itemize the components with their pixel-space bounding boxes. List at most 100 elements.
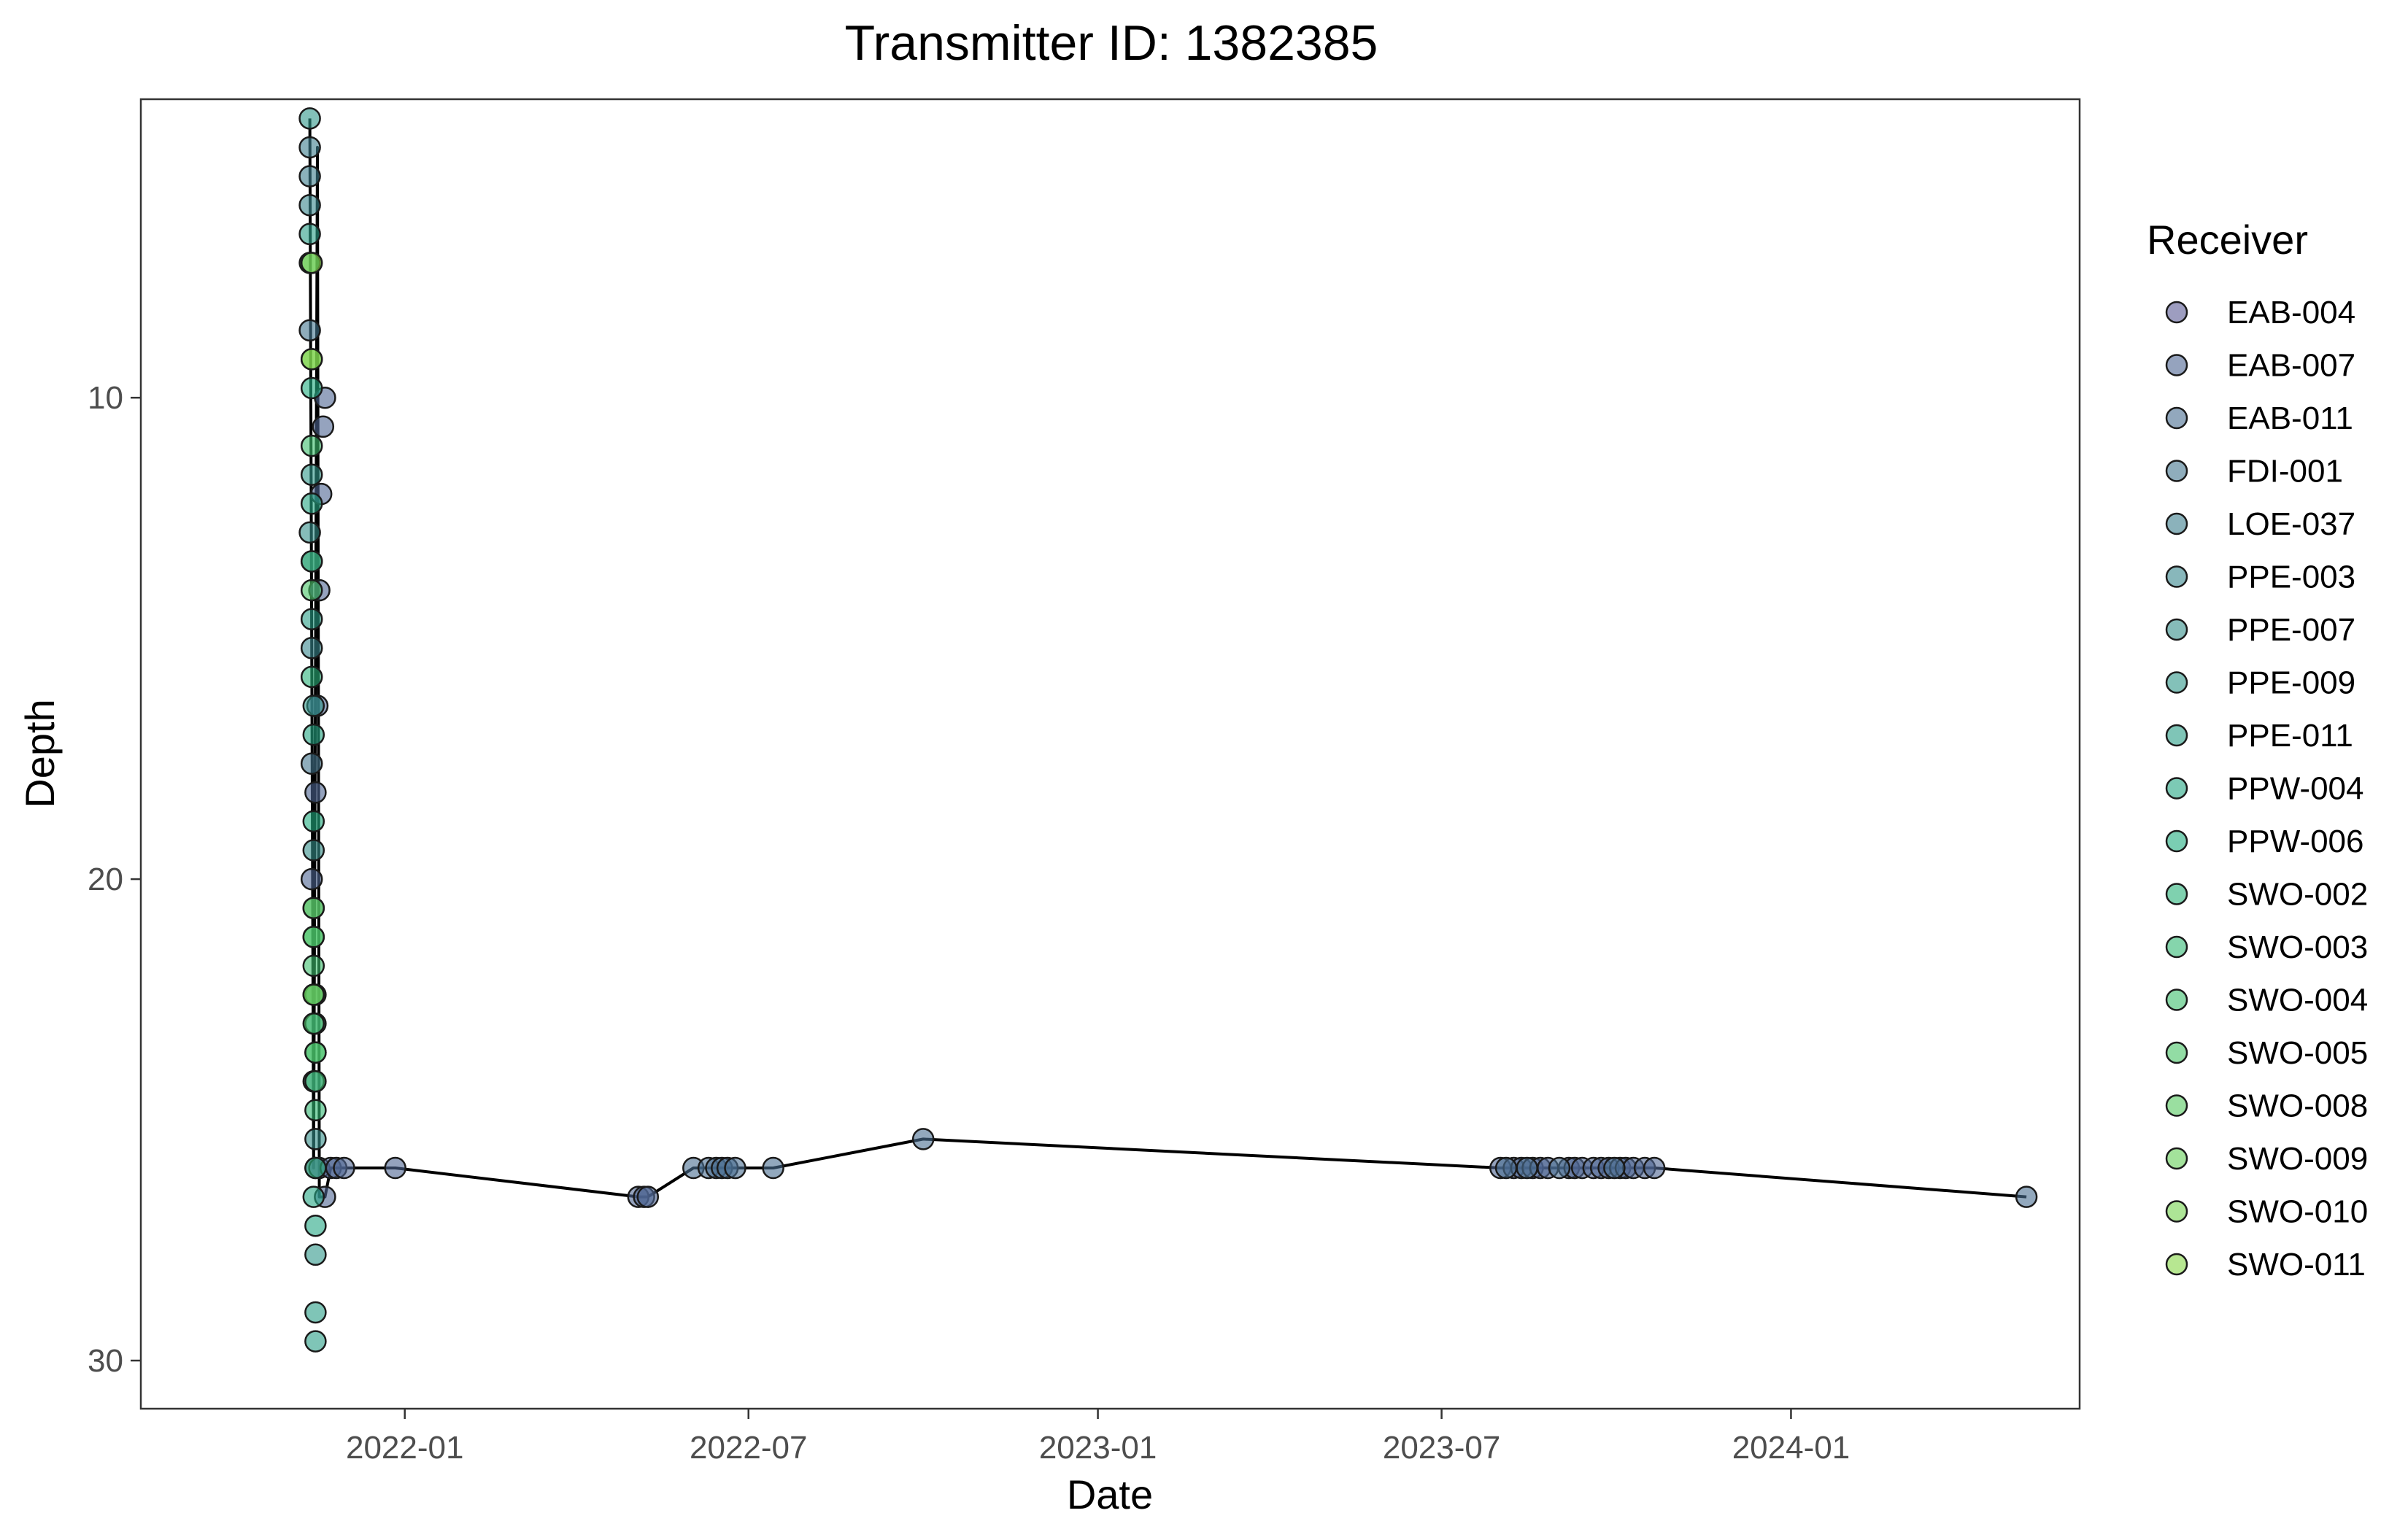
- data-point: [1548, 1156, 1571, 1180]
- legend-label: EAB-004: [2227, 295, 2355, 330]
- data-point: [298, 319, 321, 342]
- data-point: [302, 839, 325, 862]
- legend-label: PPE-007: [2227, 612, 2355, 648]
- y-tick-label: 10: [88, 380, 123, 416]
- legend-key: [2165, 777, 2188, 800]
- x-tick-label: 2023-07: [1383, 1430, 1500, 1466]
- legend-key: [2165, 1094, 2188, 1117]
- y-tick-label: 20: [88, 862, 123, 897]
- x-tick-label: 2022-07: [690, 1430, 807, 1466]
- data-point: [304, 1301, 327, 1324]
- legend-key: [2165, 724, 2188, 747]
- data-point: [300, 867, 323, 891]
- legend-key: [2165, 1041, 2188, 1064]
- data-point: [1494, 1156, 1518, 1180]
- legend-label: SWO-008: [2227, 1088, 2368, 1124]
- legend-item: SWO-008: [2165, 1088, 2368, 1124]
- data-point: [636, 1185, 660, 1208]
- legend-label: LOE-037: [2227, 506, 2355, 542]
- data-point: [724, 1156, 746, 1180]
- legend-item: SWO-002: [2165, 877, 2368, 913]
- legend-key: [2165, 565, 2188, 588]
- data-point: [300, 637, 323, 659]
- legend-key: [2165, 1200, 2188, 1223]
- legend-item: LOE-037: [2165, 506, 2355, 542]
- legend-item: PPW-004: [2165, 771, 2364, 807]
- legend-key: [2165, 883, 2188, 905]
- legend-items: EAB-004 EAB-007 EAB-011 FDI-001 LOE-037 PPE-0…: [2165, 295, 2368, 1283]
- legend-item: PPE-011: [2165, 718, 2353, 754]
- data-point: [302, 1012, 325, 1035]
- legend-label: SWO-003: [2227, 929, 2368, 965]
- data-point: [302, 897, 325, 919]
- data-point: [1516, 1156, 1538, 1180]
- legend-key: [2165, 1253, 2188, 1276]
- legend-item: PPW-006: [2165, 824, 2364, 859]
- points-layer: [298, 107, 2038, 1353]
- data-point: [300, 252, 323, 274]
- data-point: [300, 608, 323, 630]
- legend-label: FDI-001: [2227, 454, 2343, 490]
- data-point: [300, 665, 323, 689]
- legend-item: SWO-010: [2165, 1194, 2368, 1230]
- legend-key: [2165, 1147, 2188, 1170]
- legend-item: PPE-007: [2165, 612, 2355, 648]
- legend-item: PPE-003: [2165, 560, 2355, 595]
- legend-key: [2165, 301, 2188, 324]
- data-point: [304, 1128, 327, 1150]
- chart-title: Transmitter ID: 1382385: [845, 15, 1378, 71]
- x-axis-title: Date: [1067, 1471, 1153, 1517]
- legend-label: EAB-007: [2227, 348, 2355, 384]
- legend-key: [2165, 354, 2188, 376]
- legend-item: SWO-003: [2165, 929, 2368, 965]
- data-point: [302, 695, 325, 717]
- data-point: [298, 223, 321, 246]
- legend-label: PPW-004: [2227, 771, 2364, 807]
- legend-key: [2165, 618, 2188, 641]
- data-point: [302, 1185, 325, 1208]
- legend-item: EAB-007: [2165, 348, 2355, 384]
- data-point: [762, 1156, 784, 1180]
- data-point: [298, 107, 321, 130]
- data-point: [300, 463, 323, 486]
- data-point: [300, 550, 323, 573]
- legend-label: SWO-004: [2227, 983, 2368, 1018]
- data-point: [304, 1156, 327, 1180]
- legend-item: SWO-004: [2165, 983, 2368, 1018]
- data-point: [298, 136, 321, 159]
- legend-label: SWO-005: [2227, 1035, 2368, 1071]
- data-point: [304, 781, 327, 804]
- legend-label: SWO-010: [2227, 1194, 2368, 1230]
- data-point: [300, 348, 323, 371]
- legend-label: SWO-009: [2227, 1141, 2368, 1177]
- data-point: [300, 376, 323, 400]
- data-point: [298, 521, 321, 544]
- legend-key: [2165, 512, 2188, 535]
- data-point: [302, 723, 325, 746]
- data-point: [312, 415, 335, 438]
- x-tick-label: 2022-01: [346, 1430, 463, 1466]
- data-point: [298, 165, 321, 187]
- legend-title: Receiver: [2147, 217, 2308, 263]
- x-tick-label: 2024-01: [1732, 1430, 1850, 1466]
- data-point: [1603, 1156, 1626, 1180]
- y-tick-label: 30: [88, 1343, 123, 1379]
- plot-area: [139, 98, 2081, 1410]
- data-point: [302, 810, 325, 833]
- legend-item: PPE-009: [2165, 665, 2355, 701]
- legend-item: EAB-004: [2165, 295, 2355, 330]
- legend-item: SWO-009: [2165, 1141, 2368, 1177]
- legend-key: [2165, 989, 2188, 1011]
- legend-key: [2165, 671, 2188, 694]
- plot-panel: [139, 98, 2081, 1410]
- data-point: [300, 752, 323, 775]
- legend-key: [2165, 460, 2188, 482]
- legend-label: PPE-009: [2227, 665, 2355, 701]
- legend-label: SWO-011: [2227, 1247, 2366, 1283]
- legend-label: SWO-002: [2227, 877, 2368, 913]
- legend-item: FDI-001: [2165, 454, 2343, 490]
- data-point: [304, 1041, 327, 1064]
- data-point: [304, 1330, 327, 1353]
